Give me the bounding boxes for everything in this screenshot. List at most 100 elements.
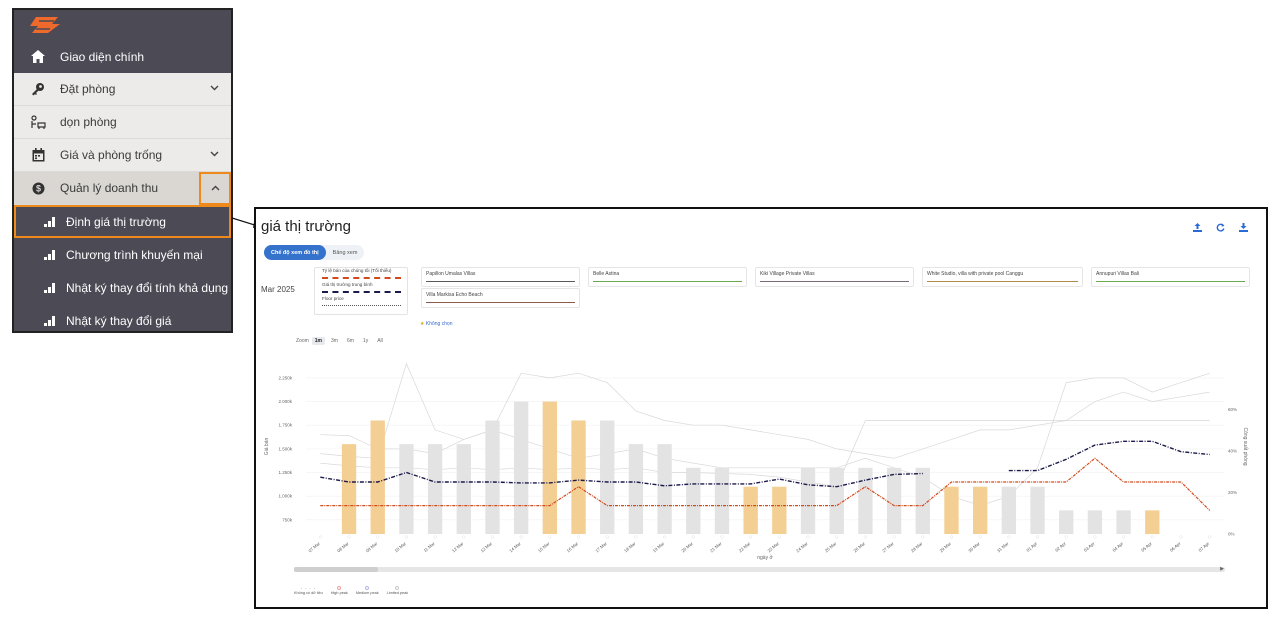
- peak-marker: [1007, 535, 1011, 539]
- x-tick-label: 07 Apr: [1198, 541, 1211, 553]
- y-tick-label: 1.000k: [278, 494, 292, 499]
- occupancy-bar: [341, 444, 357, 534]
- hotel-legend-annupuri[interactable]: Annupuri Villas Bali: [1091, 267, 1250, 287]
- sidebar-item-home[interactable]: Giao diện chính: [14, 40, 231, 73]
- hotel-legend-papillon[interactable]: Papillon Umalas Villas: [421, 267, 580, 287]
- occupancy-bar: [886, 467, 902, 534]
- chart-view-toggle[interactable]: Chế độ xem đồ thị: [264, 245, 326, 260]
- hotel-legend-kiki-village[interactable]: Kiki Village Private Villas: [755, 267, 914, 287]
- occupancy-bar: [513, 401, 529, 534]
- peak-marker: [519, 535, 523, 539]
- peak-marker: [605, 535, 609, 539]
- own-price-legend: Tỷ lệ bán của chúng tôi (Tối thiểu) Giá …: [314, 267, 408, 315]
- peak-marker: [1179, 535, 1183, 539]
- download-icon[interactable]: [1239, 223, 1248, 235]
- peak-marker: [835, 535, 839, 539]
- peak-marker: [433, 535, 437, 539]
- peak-label: Limited peak: [386, 591, 409, 595]
- deselect-all-button[interactable]: ★ Không chọn: [420, 321, 453, 327]
- y-tick-label: 1.250k: [278, 470, 292, 475]
- zoom-1m[interactable]: 1m: [311, 337, 326, 345]
- zoom-6m[interactable]: 6m: [346, 338, 354, 344]
- legend-floor-line: [322, 305, 401, 306]
- hotel-legend-belle-astina[interactable]: Belle Astina: [588, 267, 747, 287]
- sidebar-item-housekeeping[interactable]: dọn phòng: [14, 106, 231, 139]
- x-tick-label: 22 Mar: [738, 541, 752, 554]
- legend-floor[interactable]: Floor price: [315, 296, 407, 310]
- x-tick-label: 19 Mar: [652, 541, 666, 554]
- market-pricing-panel: giá thị trường Chế độ xem đồ thị Bảng xe…: [254, 207, 1268, 609]
- peak-marker: [490, 535, 494, 539]
- high-peak-dot: [337, 586, 342, 590]
- peak-medium: Medium peak: [356, 586, 379, 595]
- peak-marker: [749, 535, 753, 539]
- sidebar-item-revenue-management[interactable]: $ Quản lý doanh thu: [14, 172, 231, 205]
- sidebar-item-label: dọn phòng: [60, 115, 117, 129]
- occupancy-bar: [628, 444, 644, 534]
- x-tick-label: 26 Mar: [853, 541, 867, 554]
- zoom-3m[interactable]: 3m: [331, 338, 338, 344]
- zoom-label: Zoom: [296, 338, 309, 344]
- sidebar-subitem-price-log[interactable]: Nhật ký thay đổi giá: [14, 304, 231, 331]
- sidebar-subitem-market-pricing[interactable]: Định giá thị trường: [14, 205, 231, 238]
- upload-icon[interactable]: [1193, 223, 1202, 235]
- y2-tick-label: 40%: [1228, 448, 1237, 453]
- hotel-name: Villa Markisa Echo Beach: [426, 292, 483, 298]
- peak-marker: [1036, 535, 1040, 539]
- occupancy-bar: [456, 444, 471, 534]
- hotel-name: Annupuri Villas Bali: [1096, 271, 1139, 277]
- sidebar-item-booking[interactable]: Đặt phòng: [14, 73, 231, 106]
- hotel-legend-villa-markisa[interactable]: Villa Markisa Echo Beach: [421, 288, 580, 308]
- occupancy-bar: [743, 486, 758, 534]
- x-tick-label: 12 Mar: [451, 541, 465, 554]
- collapse-toggle[interactable]: [199, 172, 231, 205]
- peak-label: High peak: [330, 591, 348, 595]
- no-data-dots: - - - -: [300, 586, 316, 590]
- occupancy-bar: [1087, 510, 1103, 534]
- peak-marker: [376, 535, 380, 539]
- scrollbar-thumb[interactable]: [294, 567, 378, 572]
- page-title: giá thị trường: [261, 218, 351, 235]
- peak-marker: [691, 535, 695, 539]
- peak-marker: [777, 535, 781, 539]
- occupancy-bar: [657, 444, 672, 534]
- peak-none: - - - - Không có dữ liệu: [294, 586, 323, 595]
- x-tick-label: 14 Mar: [508, 541, 522, 554]
- y2-tick-label: 0%: [1228, 532, 1235, 537]
- occupancy-bar: [1145, 510, 1160, 534]
- sidebar-subitem-label: Chương trình khuyến mại: [66, 247, 203, 262]
- limited-peak-dot: [395, 586, 400, 590]
- peak-marker: [921, 535, 925, 539]
- x-tick-label: 16 Mar: [566, 541, 580, 554]
- occupancy-bar: [972, 486, 988, 534]
- hotel-legend-white-studio[interactable]: White Studio, villa with private pool Ca…: [922, 267, 1083, 287]
- peak-marker: [978, 535, 982, 539]
- app-logo[interactable]: [14, 10, 231, 40]
- peak-label: Medium peak: [355, 591, 379, 595]
- occupancy-bar: [427, 444, 443, 534]
- chevron-up-icon: [211, 183, 220, 193]
- hotel-line: [426, 302, 575, 303]
- hotel-line: [593, 281, 742, 282]
- competitor-line: [320, 362, 1210, 506]
- occupancy-bar: [1001, 486, 1017, 534]
- legend-ours[interactable]: Tỷ lệ bán của chúng tôi (Tối thiểu): [315, 268, 407, 282]
- legend-market[interactable]: Giá thị trường trung bình: [315, 282, 407, 296]
- x-tick-label: 20 Mar: [680, 541, 694, 554]
- sidebar-subitem-promotions[interactable]: Chương trình khuyến mại: [14, 238, 231, 271]
- bar-chart-icon: [44, 282, 58, 293]
- refresh-icon[interactable]: [1216, 223, 1225, 235]
- peak-limited: Limited peak: [386, 586, 409, 595]
- sidebar-subitem-availability-log[interactable]: Nhật ký thay đổi tính khả dụng: [14, 271, 231, 304]
- x-tick-label: 04 Apr: [1111, 541, 1124, 553]
- hotel-name: Papillon Umalas Villas: [426, 271, 476, 277]
- zoom-1y[interactable]: 1y: [362, 338, 369, 344]
- table-view-toggle[interactable]: Bảng xem: [332, 249, 358, 256]
- scroll-right-icon[interactable]: ▶: [1220, 566, 1224, 572]
- zoom-all[interactable]: All: [377, 338, 383, 344]
- hotel-name: White Studio, villa with private pool Ca…: [927, 271, 1024, 277]
- chart-navigator-scrollbar[interactable]: ◀ ▶: [294, 566, 1225, 572]
- chevron-down-icon: [210, 149, 219, 159]
- x-tick-label: 07 Mar: [308, 541, 322, 554]
- sidebar-item-rates-availability[interactable]: Giá và phòng trống: [14, 139, 231, 172]
